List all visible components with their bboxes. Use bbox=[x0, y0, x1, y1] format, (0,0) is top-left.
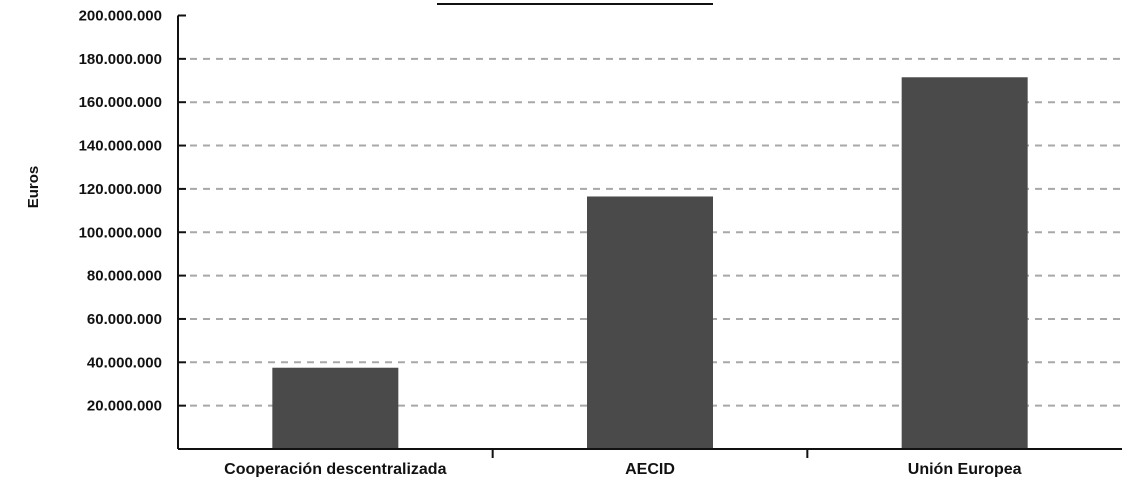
y-tick-labels: 20.000.000 40.000.000 60.000.000 80.000.000… bbox=[79, 8, 186, 415]
y-tick-label: 20.000.000 bbox=[87, 398, 162, 415]
bar bbox=[272, 367, 399, 449]
bar bbox=[587, 196, 713, 449]
y-tick-label: 40.000.000 bbox=[87, 354, 162, 371]
y-tick-label: 100.000.000 bbox=[79, 224, 162, 241]
y-tick-label: 80.000.000 bbox=[87, 268, 162, 285]
y-tick-label: 140.000.000 bbox=[79, 138, 162, 155]
y-tick-label: 160.000.000 bbox=[79, 94, 162, 111]
y-axis-title: Euros bbox=[25, 166, 42, 209]
y-tick-label: 180.000.000 bbox=[79, 51, 162, 68]
x-tick-labels: Cooperación descentralizada AECID Unión Eu… bbox=[224, 449, 1022, 477]
bars bbox=[272, 77, 1028, 450]
y-tick-label: 200.000.000 bbox=[79, 8, 162, 25]
x-tick-label: Unión Europea bbox=[908, 461, 1022, 477]
y-tick-label: 60.000.000 bbox=[87, 311, 162, 328]
y-tick-label: 120.000.000 bbox=[79, 181, 162, 198]
x-tick-label: AECID bbox=[625, 461, 675, 477]
bar bbox=[901, 77, 1028, 450]
x-tick-label: Cooperación descentralizada bbox=[224, 461, 446, 477]
